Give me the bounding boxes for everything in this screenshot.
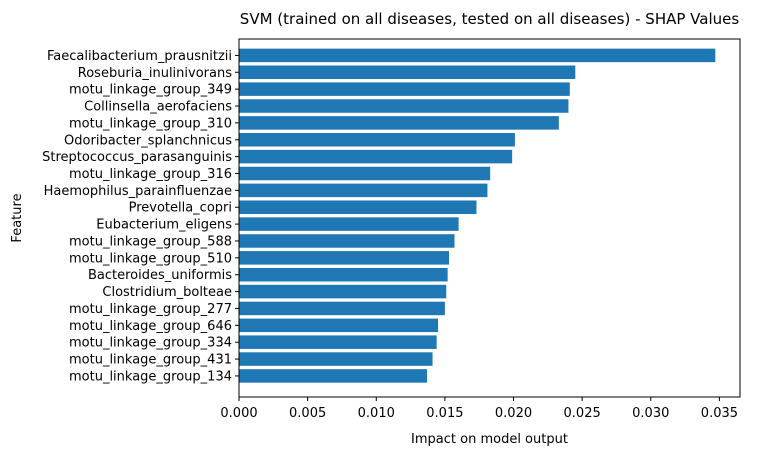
x-tick-label: 0.015 — [426, 406, 463, 421]
bar-Bacteroides_uniformis — [239, 267, 448, 282]
y-tick-label: motu_linkage_group_588 — [69, 234, 232, 249]
y-tick-label: motu_linkage_group_310 — [69, 116, 232, 131]
x-tick-label: 0.000 — [220, 406, 257, 421]
x-axis-ticks: 0.000 0.005 0.010 0.015 0.020 0.025 0.030 0.035 — [220, 397, 738, 421]
y-tick-label: Odoribacter_splanchnicus — [64, 133, 232, 148]
y-tick-label: Clostridium_bolteae — [102, 285, 232, 300]
y-tick-label: motu_linkage_group_334 — [69, 336, 232, 351]
bar-motu_linkage_group_510 — [239, 251, 450, 265]
y-tick-label: Streptococcus_parasanguinis — [42, 150, 232, 165]
x-tick-label: 0.025 — [564, 406, 601, 421]
y-tick-label: Roseburia_inulinivorans — [78, 66, 232, 81]
bar-Faecalibacterium_prausnitzii — [239, 48, 716, 63]
y-tick-label: Faecalibacterium_prausnitzii — [47, 49, 232, 64]
x-tick-label: 0.020 — [495, 406, 532, 421]
bar-Clostridium_bolteae — [239, 284, 447, 299]
y-tick-label: motu_linkage_group_277 — [69, 302, 232, 317]
bar-Collinsella_aerofaciens — [239, 99, 569, 113]
plot-frame — [238, 38, 741, 398]
bar-motu_linkage_group_277 — [239, 301, 445, 316]
x-tick-label: 0.035 — [701, 406, 738, 421]
y-tick-label: motu_linkage_group_431 — [69, 353, 232, 368]
bar-motu_linkage_group_310 — [239, 116, 559, 130]
x-axis-label: Impact on model output — [411, 432, 568, 447]
x-tick-label: 0.030 — [632, 406, 669, 421]
y-tick-label: Eubacterium_eligens — [96, 218, 232, 233]
bar-motu_linkage_group_316 — [239, 166, 491, 181]
bar-motu_linkage_group_431 — [239, 352, 433, 366]
bar-Eubacterium_eligens — [239, 217, 459, 231]
y-tick-label: Bacteroides_uniformis — [88, 268, 232, 283]
y-tick-label: motu_linkage_group_510 — [69, 251, 232, 266]
bar-motu_linkage_group_349 — [239, 82, 570, 96]
y-tick-label: Collinsella_aerofaciens — [84, 100, 232, 115]
bar-Streptococcus_parasanguinis — [239, 149, 513, 164]
chart-title: SVM (trained on all diseases, tested on … — [240, 10, 740, 28]
y-axis-label: Feature — [10, 193, 25, 242]
bar-motu_linkage_group_588 — [239, 234, 455, 248]
y-tick-label: motu_linkage_group_134 — [69, 369, 232, 384]
bar-Haemophilus_parainfluenzae — [239, 183, 488, 198]
bar-Roseburia_inulinivorans — [239, 65, 576, 80]
bar-motu_linkage_group_134 — [239, 369, 428, 383]
bar-Odoribacter_splanchnicus — [239, 133, 515, 147]
y-tick-label: motu_linkage_group_316 — [69, 167, 232, 182]
y-tick-labels: Faecalibacterium_prausnitzii Roseburia_in… — [42, 49, 239, 384]
bar-Prevotella_copri — [239, 200, 477, 214]
bar-motu_linkage_group_646 — [239, 318, 439, 333]
bar-motu_linkage_group_334 — [239, 335, 437, 349]
y-tick-label: Prevotella_copri — [129, 201, 232, 216]
y-tick-label: motu_linkage_group_646 — [69, 319, 232, 334]
x-tick-label: 0.005 — [289, 406, 326, 421]
x-tick-label: 0.010 — [358, 406, 395, 421]
y-tick-label: motu_linkage_group_349 — [69, 83, 232, 98]
bars-group — [239, 48, 716, 383]
y-tick-label: Haemophilus_parainfluenzae — [44, 184, 232, 199]
